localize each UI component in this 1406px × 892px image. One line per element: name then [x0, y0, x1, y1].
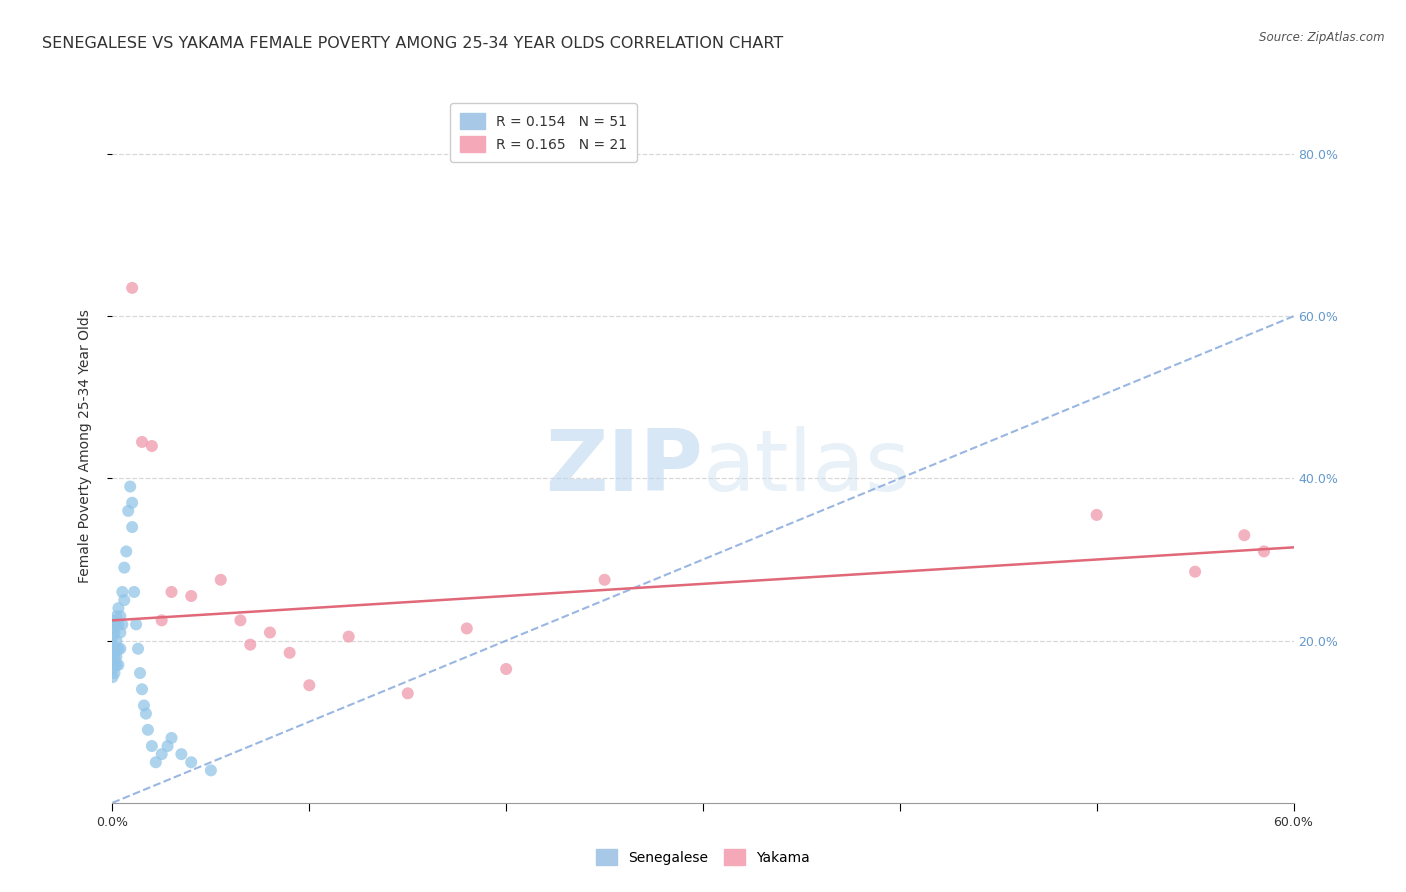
Point: [107, 657, 129, 672]
Point: [495, 662, 517, 676]
Point: [103, 625, 125, 640]
Point: [209, 573, 232, 587]
Point: [135, 706, 157, 721]
Point: [150, 747, 173, 761]
Point: [593, 573, 616, 587]
Point: [125, 617, 148, 632]
Point: [107, 617, 129, 632]
Point: [101, 622, 124, 636]
Point: [110, 609, 132, 624]
Text: Source: ZipAtlas.com: Source: ZipAtlas.com: [1260, 31, 1385, 45]
Point: [396, 686, 419, 700]
Point: [105, 657, 128, 672]
Point: [103, 617, 125, 632]
Text: SENEGALESE VS YAKAMA FEMALE POVERTY AMONG 25-34 YEAR OLDS CORRELATION CHART: SENEGALESE VS YAKAMA FEMALE POVERTY AMON…: [42, 36, 783, 51]
Point: [1233, 528, 1256, 542]
Point: [101, 670, 124, 684]
Point: [200, 764, 222, 778]
Point: [127, 641, 149, 656]
Point: [259, 625, 281, 640]
Point: [101, 613, 124, 627]
Point: [121, 281, 143, 295]
Point: [145, 756, 167, 770]
Point: [103, 657, 125, 672]
Point: [456, 622, 478, 636]
Point: [156, 739, 179, 753]
Point: [131, 682, 153, 697]
Point: [101, 662, 124, 676]
Text: ZIP: ZIP: [546, 425, 703, 509]
Point: [111, 617, 134, 632]
Point: [180, 756, 202, 770]
Point: [141, 739, 163, 753]
Point: [337, 630, 360, 644]
Point: [105, 609, 128, 624]
Point: [136, 723, 159, 737]
Y-axis label: Female Poverty Among 25-34 Year Olds: Female Poverty Among 25-34 Year Olds: [77, 309, 91, 583]
Point: [1184, 565, 1206, 579]
Point: [111, 585, 134, 599]
Point: [160, 731, 183, 745]
Point: [103, 641, 125, 656]
Point: [101, 638, 124, 652]
Point: [112, 560, 135, 574]
Point: [170, 747, 193, 761]
Point: [121, 520, 143, 534]
Point: [105, 649, 128, 664]
Point: [160, 585, 183, 599]
Text: atlas: atlas: [703, 425, 911, 509]
Point: [101, 654, 124, 668]
Point: [150, 613, 173, 627]
Point: [239, 638, 262, 652]
Point: [298, 678, 321, 692]
Point: [132, 698, 155, 713]
Point: [103, 666, 125, 681]
Point: [107, 641, 129, 656]
Point: [110, 625, 132, 640]
Point: [229, 613, 252, 627]
Point: [180, 589, 202, 603]
Point: [141, 439, 163, 453]
Point: [101, 646, 124, 660]
Point: [112, 593, 135, 607]
Point: [105, 617, 128, 632]
Point: [122, 585, 145, 599]
Point: [1253, 544, 1275, 558]
Point: [107, 601, 129, 615]
Legend: Senegalese, Yakama: Senegalese, Yakama: [591, 844, 815, 871]
Point: [110, 641, 132, 656]
Point: [1085, 508, 1108, 522]
Point: [115, 544, 138, 558]
Point: [121, 496, 143, 510]
Point: [101, 630, 124, 644]
Point: [105, 633, 128, 648]
Point: [120, 479, 142, 493]
Point: [129, 666, 152, 681]
Point: [131, 434, 153, 449]
Point: [103, 649, 125, 664]
Point: [278, 646, 301, 660]
Point: [117, 504, 139, 518]
